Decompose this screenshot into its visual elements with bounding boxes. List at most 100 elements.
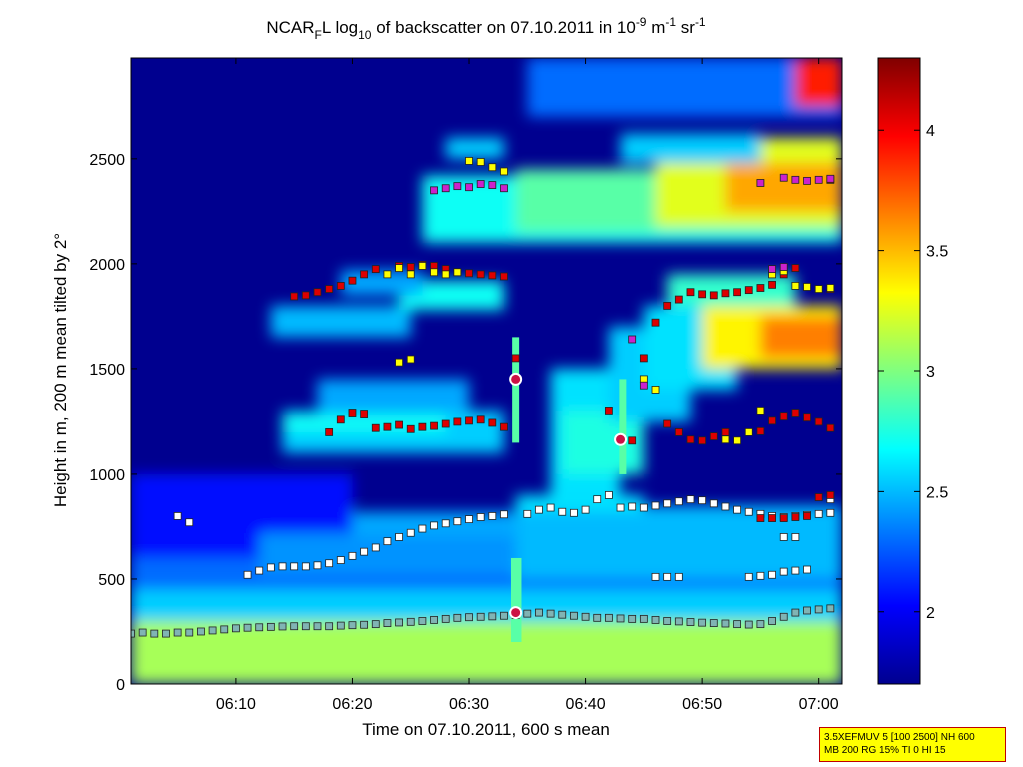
red-layer-marker (814, 493, 823, 501)
red-layer-marker (360, 410, 369, 418)
teal-layer-marker (488, 612, 497, 621)
red-layer-marker (791, 513, 800, 521)
white-layer-marker (523, 509, 532, 518)
teal-layer-marker (418, 617, 427, 625)
white-layer-marker (698, 496, 707, 505)
x-tick-label: 06:10 (216, 696, 256, 713)
teal-layer-marker (803, 606, 811, 615)
colorbar-tick-label: 3.5 (926, 244, 948, 261)
yellow-layer-marker (756, 407, 765, 415)
red-layer-marker (418, 422, 427, 431)
magenta-layer-marker (768, 265, 776, 274)
red-layer-marker (360, 270, 369, 279)
yellow-layer-marker (814, 285, 823, 293)
teal-layer-marker (197, 627, 205, 636)
white-layer-marker (733, 505, 741, 514)
teal-layer-marker (278, 622, 287, 631)
teal-layer-marker (604, 613, 613, 622)
backscatter-field (131, 58, 842, 684)
white-layer-marker (535, 505, 543, 514)
teal-layer-marker (185, 628, 194, 637)
white-layer-marker (604, 491, 613, 499)
teal-layer-marker (371, 620, 380, 629)
field-region (445, 137, 504, 159)
teal-layer-marker (290, 622, 299, 631)
teal-layer-marker (756, 620, 765, 629)
teal-layer-marker (814, 605, 823, 614)
red-layer-marker (686, 288, 695, 297)
field-region (510, 557, 522, 642)
white-layer-marker (744, 572, 753, 581)
red-layer-marker (791, 264, 800, 272)
white-layer-marker (558, 507, 567, 516)
yellow-layer-marker (395, 358, 403, 367)
magenta-layer-marker (803, 176, 811, 185)
white-layer-marker (779, 533, 788, 541)
white-layer-marker (255, 566, 264, 575)
white-layer-marker (406, 528, 415, 537)
white-layer-marker (325, 559, 334, 568)
teal-layer-marker (406, 617, 415, 626)
plot-frame (130, 57, 843, 685)
info-line-1: 3.5XEFMUV 5 [100 2500] NH 600 (824, 732, 975, 743)
magenta-layer-marker (476, 180, 485, 188)
red-layer-marker (441, 419, 450, 428)
teal-layer-marker (150, 629, 159, 638)
red-layer-marker (768, 514, 776, 522)
red-layer-marker (791, 409, 800, 417)
white-layer-marker (243, 570, 252, 579)
red-layer-marker (826, 491, 835, 499)
field-region (795, 58, 842, 107)
yellow-layer-marker (465, 157, 473, 165)
yellow-layer-marker (791, 282, 800, 290)
teal-layer-marker (593, 613, 602, 622)
red-layer-marker (674, 295, 683, 304)
red-layer-marker (768, 416, 776, 425)
teal-layer-marker (243, 623, 252, 632)
red-layer-marker (721, 428, 730, 436)
white-layer-marker (430, 521, 438, 530)
red-layer-marker (826, 423, 835, 432)
teal-layer-marker (546, 609, 555, 618)
white-layer-marker (779, 567, 788, 576)
teal-layer-marker (232, 624, 240, 633)
teal-layer-marker (383, 619, 392, 627)
magenta-layer-marker (628, 335, 637, 344)
white-layer-marker (418, 524, 427, 533)
y-axis-label: Height in m, 200 m mean tilted by 2° (51, 233, 70, 507)
white-layer-marker (348, 551, 357, 560)
teal-layer-marker (476, 612, 485, 621)
white-layer-marker (791, 566, 800, 575)
white-layer-marker (441, 519, 450, 528)
white-layer-marker (266, 563, 275, 572)
magenta-layer-marker (500, 184, 508, 193)
teal-layer-marker (430, 616, 438, 624)
red-layer-marker (674, 428, 683, 436)
red-layer-marker (465, 269, 473, 278)
teal-layer-marker (255, 623, 264, 632)
cloud-base-circle-marker (614, 432, 628, 446)
teal-layer-marker (500, 611, 508, 620)
field-region (512, 337, 520, 443)
red-layer-marker (313, 288, 322, 297)
white-layer-marker (744, 507, 753, 516)
teal-layer-marker (698, 618, 707, 627)
white-layer-marker (500, 510, 508, 519)
red-layer-marker (686, 435, 695, 444)
field-region (317, 379, 470, 411)
red-layer-marker (698, 436, 707, 445)
teal-layer-marker (336, 621, 345, 630)
red-layer-marker (814, 417, 823, 426)
white-layer-marker (336, 556, 345, 564)
white-layer-marker (674, 572, 683, 581)
magenta-layer-marker (779, 263, 788, 271)
white-layer-marker (488, 512, 497, 520)
field-region (667, 274, 796, 306)
white-layer-marker (395, 533, 403, 541)
white-layer-marker (173, 512, 182, 520)
yellow-layer-marker (826, 284, 835, 292)
colorbar-tick-label: 4 (926, 123, 935, 140)
white-layer-marker (651, 501, 660, 510)
magenta-layer-marker (791, 175, 800, 184)
white-layer-marker (570, 508, 578, 517)
